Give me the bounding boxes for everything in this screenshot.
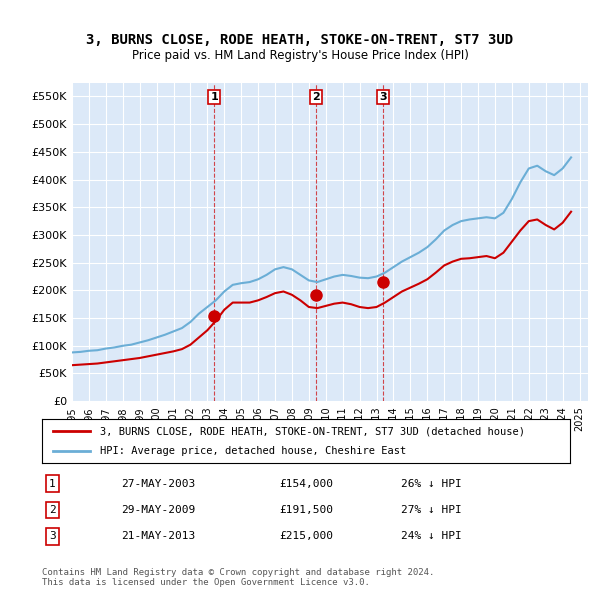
Text: 3, BURNS CLOSE, RODE HEATH, STOKE-ON-TRENT, ST7 3UD: 3, BURNS CLOSE, RODE HEATH, STOKE-ON-TRE… — [86, 33, 514, 47]
Text: 3: 3 — [49, 531, 56, 541]
Text: 24% ↓ HPI: 24% ↓ HPI — [401, 531, 462, 541]
Text: £154,000: £154,000 — [280, 478, 334, 489]
Text: Price paid vs. HM Land Registry's House Price Index (HPI): Price paid vs. HM Land Registry's House … — [131, 49, 469, 62]
Text: HPI: Average price, detached house, Cheshire East: HPI: Average price, detached house, Ches… — [100, 446, 406, 455]
Text: 1: 1 — [49, 478, 56, 489]
Text: 3: 3 — [379, 92, 387, 102]
Text: £191,500: £191,500 — [280, 505, 334, 515]
Text: 27-MAY-2003: 27-MAY-2003 — [121, 478, 196, 489]
Text: 27% ↓ HPI: 27% ↓ HPI — [401, 505, 462, 515]
Text: Contains HM Land Registry data © Crown copyright and database right 2024.
This d: Contains HM Land Registry data © Crown c… — [42, 568, 434, 587]
Text: 2: 2 — [312, 92, 319, 102]
Text: 1: 1 — [210, 92, 218, 102]
Text: 3, BURNS CLOSE, RODE HEATH, STOKE-ON-TRENT, ST7 3UD (detached house): 3, BURNS CLOSE, RODE HEATH, STOKE-ON-TRE… — [100, 427, 525, 436]
Text: 21-MAY-2013: 21-MAY-2013 — [121, 531, 196, 541]
Text: 29-MAY-2009: 29-MAY-2009 — [121, 505, 196, 515]
Text: 26% ↓ HPI: 26% ↓ HPI — [401, 478, 462, 489]
Text: 2: 2 — [49, 505, 56, 515]
Text: £215,000: £215,000 — [280, 531, 334, 541]
